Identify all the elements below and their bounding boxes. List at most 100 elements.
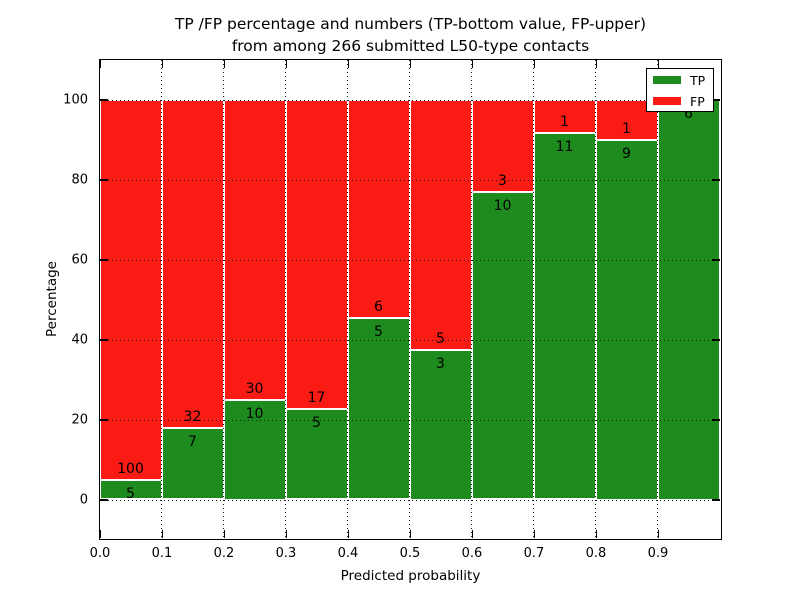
x-tick-mark — [161, 529, 163, 538]
tp-bar-segment — [657, 99, 720, 500]
x-tick-label: 0.5 — [399, 546, 421, 561]
legend-item: TP — [647, 70, 713, 90]
tp-bar-segment — [533, 132, 596, 500]
fp-bar-segment — [471, 99, 534, 192]
vertical-gridline — [409, 59, 410, 538]
x-tick-mark — [533, 59, 535, 68]
legend-label: TP — [690, 72, 706, 88]
tp-count-label: 3 — [436, 355, 445, 372]
bar-labels-layer: 1005327301017565533101111906 — [100, 60, 720, 538]
tp-count-label: 5 — [312, 414, 321, 431]
x-tick-mark — [161, 59, 163, 68]
fp-bar-segment — [99, 99, 162, 481]
x-axis-label: Predicted probability — [340, 568, 481, 584]
x-tick-mark — [471, 59, 473, 68]
x-tick-mark — [657, 529, 659, 538]
x-tick-mark — [99, 529, 101, 538]
fp-count-label: 1 — [622, 120, 631, 137]
y-tick-mark — [99, 179, 108, 181]
y-tick-mark — [99, 499, 108, 501]
x-tick-label: 0.9 — [647, 546, 669, 561]
x-tick-label: 0.6 — [461, 546, 483, 561]
tp-count-label: 11 — [555, 138, 574, 155]
tp-count-label: 10 — [245, 405, 264, 422]
x-tick-mark — [533, 529, 535, 538]
tp-count-label: 5 — [374, 323, 383, 340]
fp-count-label: 1 — [560, 113, 569, 130]
tp-count-label: 5 — [126, 486, 135, 503]
grid-layer — [99, 59, 720, 538]
x-tick-mark — [223, 59, 225, 68]
x-tick-mark — [347, 529, 349, 538]
x-tick-mark — [285, 529, 287, 538]
x-tick-mark — [657, 59, 659, 68]
y-tick-label: 80 — [71, 172, 88, 188]
fp-count-label: 30 — [245, 380, 264, 397]
vertical-gridline — [161, 59, 162, 538]
x-tick-mark — [99, 59, 101, 68]
y-tick-mark — [99, 339, 108, 341]
x-tick-label: 0.4 — [337, 546, 359, 561]
x-tick-label: 0.3 — [275, 546, 297, 561]
fp-legend-swatch — [653, 97, 681, 105]
x-tick-mark — [223, 529, 225, 538]
y-tick-label: 100 — [63, 92, 88, 108]
fp-bar-segment — [223, 99, 286, 400]
y-tick-mark — [99, 259, 108, 261]
legend: TP FP — [646, 68, 714, 112]
tp-bar-segment — [471, 191, 534, 500]
fp-count-label: 3 — [498, 172, 507, 189]
y-tick-label: 60 — [71, 252, 88, 268]
vertical-gridline — [595, 59, 596, 538]
y-tick-mark — [711, 339, 720, 341]
y-tick-mark — [711, 419, 720, 421]
x-tick-mark — [285, 59, 287, 68]
tp-bar-segment — [595, 139, 658, 500]
fp-bar-segment — [285, 99, 348, 409]
fp-bar-segment — [533, 99, 596, 133]
tp-count-label: 10 — [493, 197, 512, 214]
fp-bar-segment — [409, 99, 472, 350]
tp-bar-segment — [347, 317, 410, 500]
vertical-gridline — [657, 59, 658, 538]
y-tick-mark — [99, 99, 108, 101]
legend-label: FP — [690, 93, 705, 109]
y-tick-label: 0 — [79, 492, 88, 508]
fp-count-label: 32 — [183, 408, 202, 425]
chart-title: TP /FP percentage and numbers (TP-bottom… — [99, 13, 722, 57]
x-tick-mark — [471, 529, 473, 538]
x-tick-label: 0.0 — [89, 546, 111, 561]
ticks-layer — [99, 59, 720, 538]
x-tick-label: 0.8 — [585, 546, 607, 561]
x-tick-label: 0.1 — [151, 546, 173, 561]
chart-title-line2: from among 266 submitted L50-type contac… — [231, 37, 590, 55]
tp-bar-segment — [409, 349, 472, 500]
fp-bar-segment — [161, 99, 224, 428]
plot-area: 1005327301017565533101111906 — [98, 58, 722, 540]
tp-count-label: 6 — [684, 105, 693, 122]
y-tick-mark — [711, 259, 720, 261]
chart-title-line1: TP /FP percentage and numbers (TP-bottom… — [174, 15, 647, 33]
vertical-gridline — [471, 59, 472, 538]
y-tick-label: 20 — [71, 412, 88, 428]
x-tick-mark — [409, 59, 411, 68]
tp-bar-segment — [223, 399, 286, 500]
legend-item: FP — [647, 91, 713, 111]
tp-legend-swatch — [653, 76, 681, 84]
y-tick-mark — [711, 99, 720, 101]
fp-count-label: 6 — [374, 298, 383, 315]
x-tick-label: 0.2 — [213, 546, 235, 561]
x-tick-mark — [409, 529, 411, 538]
vertical-gridline — [533, 59, 534, 538]
vertical-gridline — [223, 59, 224, 538]
y-tick-mark — [99, 419, 108, 421]
vertical-gridline — [347, 59, 348, 538]
vertical-gridline — [285, 59, 286, 538]
fp-bar-segment — [347, 99, 410, 318]
tp-count-label: 9 — [622, 145, 631, 162]
fp-count-label: 100 — [117, 461, 144, 478]
x-tick-label: 0.7 — [523, 546, 545, 561]
bars-layer — [99, 60, 720, 538]
y-tick-label: 40 — [71, 332, 88, 348]
y-axis-label: Percentage — [44, 261, 60, 337]
